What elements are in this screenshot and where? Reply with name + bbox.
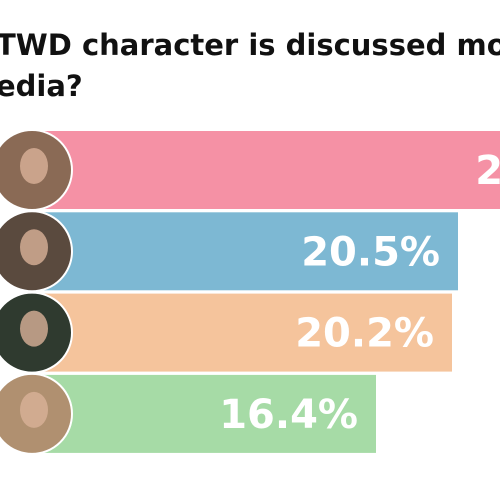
value-label: 20.5% — [301, 229, 440, 275]
value-label: 20.2% — [295, 311, 434, 357]
chart-title-line: edia? — [0, 69, 83, 103]
bar — [38, 212, 458, 291]
bars: 29.2% 20.5% 20.2% 16.4% — [38, 131, 500, 453]
value-label: 29.2% — [475, 148, 500, 194]
value-label: 16.4% — [219, 392, 358, 438]
bar — [38, 131, 500, 209]
avatar-face — [20, 148, 48, 184]
avatar-face — [20, 229, 48, 266]
avatars — [0, 129, 73, 455]
bar — [38, 374, 376, 453]
chart-title-line: TWD character is discussed most o — [0, 28, 500, 62]
avatar-face — [20, 391, 48, 428]
bar — [38, 293, 452, 372]
avatar-face — [20, 310, 48, 347]
